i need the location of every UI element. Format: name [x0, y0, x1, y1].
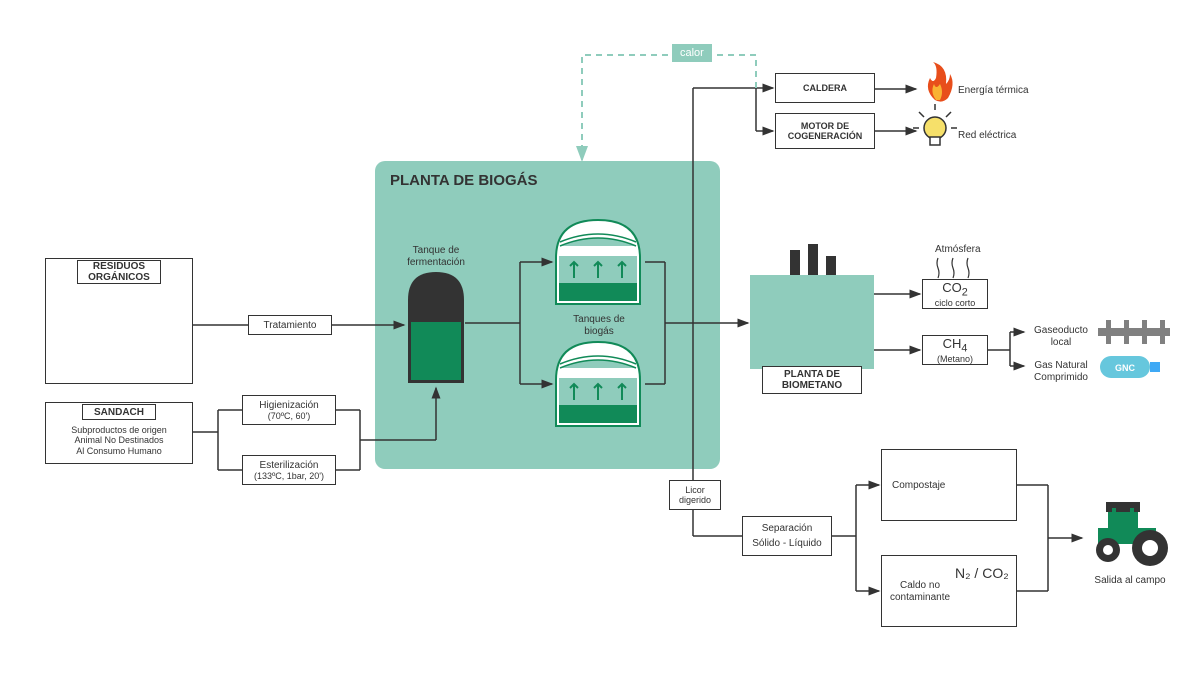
biogas-tanks-label: Tanques debiogás — [563, 314, 635, 338]
ch4-formula: CH4 — [943, 336, 968, 355]
svg-text:GNC: GNC — [1115, 363, 1136, 373]
caldo-l2: contaminante — [890, 592, 950, 603]
tratamiento-box: Tratamiento — [248, 315, 332, 335]
residuos-title-line1: RESIDUOS — [93, 261, 145, 272]
atmosfera-label: Atmósfera — [935, 244, 981, 256]
co2-box: CO2 ciclo corto — [922, 279, 988, 309]
licor-l1: Licor — [685, 485, 705, 495]
fire-icon — [928, 62, 953, 102]
motor-line1: MOTOR DE — [801, 121, 849, 131]
sandach-title: SANDACH — [94, 407, 144, 418]
caldo-l1: Caldo no — [900, 580, 940, 591]
salida-campo-label: Salida al campo — [1090, 575, 1170, 587]
separacion-l1: Separación — [762, 523, 813, 534]
co2-formula: CO2 — [942, 280, 968, 299]
tratamiento-label: Tratamiento — [264, 320, 317, 331]
sandach-title-box: SANDACH — [82, 404, 156, 420]
separacion-l2: Sólido - Líquido — [752, 538, 822, 549]
higienizacion-box: Higienización (70ºC, 60') — [242, 395, 336, 425]
motor-line2: COGENERACIÓN — [788, 131, 863, 141]
biogas-plant-panel — [375, 161, 720, 469]
esterilizacion-sub: (133ºC, 1bar, 20') — [254, 471, 324, 481]
ch4-box: CH4 (Metano) — [922, 335, 988, 365]
biometano-line2: BIOMETANO — [782, 380, 842, 391]
tractor-icon — [1096, 502, 1168, 566]
compostaje-box: Compostaje — [881, 449, 1017, 521]
licor-digerido-box: Licor digerido — [669, 480, 721, 510]
lightbulb-icon — [913, 104, 957, 145]
esterilizacion-box: Esterilización (133ºC, 1bar, 20') — [242, 455, 336, 485]
biometano-bg — [750, 275, 874, 369]
esterilizacion-title: Esterilización — [260, 460, 319, 471]
biogas-plant-title: PLANTA DE BIOGÁS — [390, 172, 538, 189]
fermentation-tank-label: Tanque defermentación — [402, 245, 470, 269]
caldera-label: CALDERA — [803, 83, 847, 93]
energia-termica-label: Energía térmica — [958, 85, 1029, 97]
separacion-box: Separación Sólido - Líquido — [742, 516, 832, 556]
calor-tag: calor — [672, 44, 712, 62]
caldera-box: CALDERA — [775, 73, 875, 103]
biometano-label-box: PLANTA DE BIOMETANO — [762, 366, 862, 394]
higienizacion-title: Higienización — [259, 400, 318, 411]
licor-l2: digerido — [679, 495, 711, 505]
n2co2-label: N₂ / CO₂ — [955, 565, 1009, 582]
co2-sub: ciclo corto — [935, 298, 976, 308]
higienizacion-sub: (70ºC, 60') — [268, 411, 311, 421]
compostaje-label: Compostaje — [892, 480, 945, 491]
sandach-line1: Subproductos de origen — [71, 425, 167, 436]
pipeline-icon — [1098, 320, 1170, 344]
motor-cogen-box: MOTOR DE COGENERACIÓN — [775, 113, 875, 149]
residuos-title-line2: ORGÁNICOS — [88, 272, 150, 283]
ch4-sub: (Metano) — [937, 354, 973, 364]
red-electrica-label: Red eléctrica — [958, 130, 1016, 142]
residuos-organicos-title-box: RESIDUOS ORGÁNICOS — [77, 260, 161, 284]
biometano-line1: PLANTA DE — [784, 369, 840, 380]
sandach-line3: Al Consumo Humano — [76, 446, 162, 457]
gaseoducto-label: Gaseoductolocal — [1028, 325, 1094, 349]
sandach-line2: Animal No Destinados — [74, 435, 163, 446]
gnc-label: Gas NaturalComprimido — [1028, 360, 1094, 384]
gnc-tank-icon: GNC — [1100, 356, 1160, 378]
